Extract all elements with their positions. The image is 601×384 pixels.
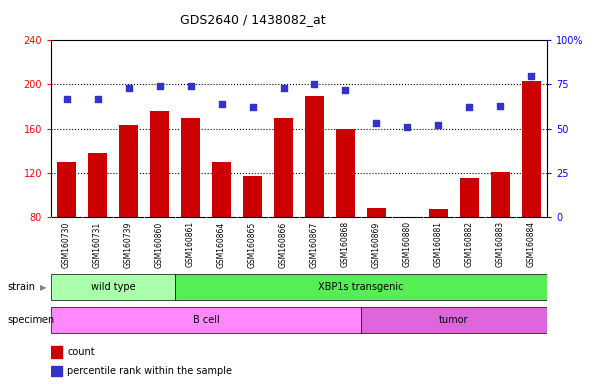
Point bbox=[279, 85, 288, 91]
Text: percentile rank within the sample: percentile rank within the sample bbox=[67, 366, 232, 376]
Point bbox=[403, 124, 412, 130]
Bar bbox=[51, 346, 63, 358]
Point bbox=[186, 83, 195, 89]
Text: GSM160730: GSM160730 bbox=[62, 221, 71, 268]
Text: GSM160884: GSM160884 bbox=[527, 221, 536, 267]
Bar bbox=[460, 178, 479, 217]
Text: GSM160867: GSM160867 bbox=[310, 221, 319, 268]
Point bbox=[526, 73, 536, 79]
Bar bbox=[51, 366, 63, 376]
Point bbox=[248, 104, 257, 111]
Bar bbox=[522, 81, 541, 217]
Text: ▶: ▶ bbox=[40, 315, 47, 324]
Text: GSM160861: GSM160861 bbox=[186, 221, 195, 267]
Bar bbox=[88, 153, 107, 217]
Bar bbox=[119, 125, 138, 217]
Bar bbox=[336, 129, 355, 217]
Text: GSM160880: GSM160880 bbox=[403, 221, 412, 267]
Text: GSM160881: GSM160881 bbox=[434, 221, 443, 267]
Point bbox=[154, 83, 164, 89]
Bar bbox=[367, 208, 386, 217]
Point bbox=[217, 101, 227, 107]
Bar bbox=[491, 172, 510, 217]
FancyBboxPatch shape bbox=[51, 307, 361, 333]
Point bbox=[310, 81, 319, 88]
Text: GSM160864: GSM160864 bbox=[217, 221, 226, 268]
FancyBboxPatch shape bbox=[175, 274, 547, 300]
Bar bbox=[274, 118, 293, 217]
Text: GSM160866: GSM160866 bbox=[279, 221, 288, 268]
Text: GSM160731: GSM160731 bbox=[93, 221, 102, 268]
Point bbox=[496, 103, 505, 109]
Text: specimen: specimen bbox=[7, 314, 55, 325]
Bar bbox=[150, 111, 169, 217]
Text: strain: strain bbox=[7, 282, 35, 292]
Bar bbox=[305, 96, 324, 217]
FancyBboxPatch shape bbox=[51, 274, 175, 300]
Text: wild type: wild type bbox=[91, 282, 135, 292]
Text: GDS2640 / 1438082_at: GDS2640 / 1438082_at bbox=[180, 13, 325, 26]
Bar bbox=[243, 176, 262, 217]
Point bbox=[371, 120, 381, 126]
Text: GSM160868: GSM160868 bbox=[341, 221, 350, 267]
Bar bbox=[57, 162, 76, 217]
Point bbox=[93, 96, 102, 102]
Point bbox=[62, 96, 72, 102]
Text: ▶: ▶ bbox=[40, 283, 47, 291]
Text: XBP1s transgenic: XBP1s transgenic bbox=[318, 282, 404, 292]
Text: GSM160883: GSM160883 bbox=[496, 221, 505, 267]
FancyBboxPatch shape bbox=[361, 307, 547, 333]
Point bbox=[341, 87, 350, 93]
Text: GSM160739: GSM160739 bbox=[124, 221, 133, 268]
Point bbox=[124, 85, 133, 91]
Text: GSM160882: GSM160882 bbox=[465, 221, 474, 267]
Text: GSM160869: GSM160869 bbox=[372, 221, 381, 268]
Text: B cell: B cell bbox=[193, 314, 219, 325]
Text: GSM160865: GSM160865 bbox=[248, 221, 257, 268]
Bar bbox=[212, 162, 231, 217]
Bar bbox=[182, 118, 200, 217]
Text: count: count bbox=[67, 347, 95, 357]
Point bbox=[465, 104, 474, 111]
Text: GSM160860: GSM160860 bbox=[155, 221, 164, 268]
Bar bbox=[429, 209, 448, 217]
Text: tumor: tumor bbox=[439, 314, 469, 325]
Point bbox=[434, 122, 444, 128]
